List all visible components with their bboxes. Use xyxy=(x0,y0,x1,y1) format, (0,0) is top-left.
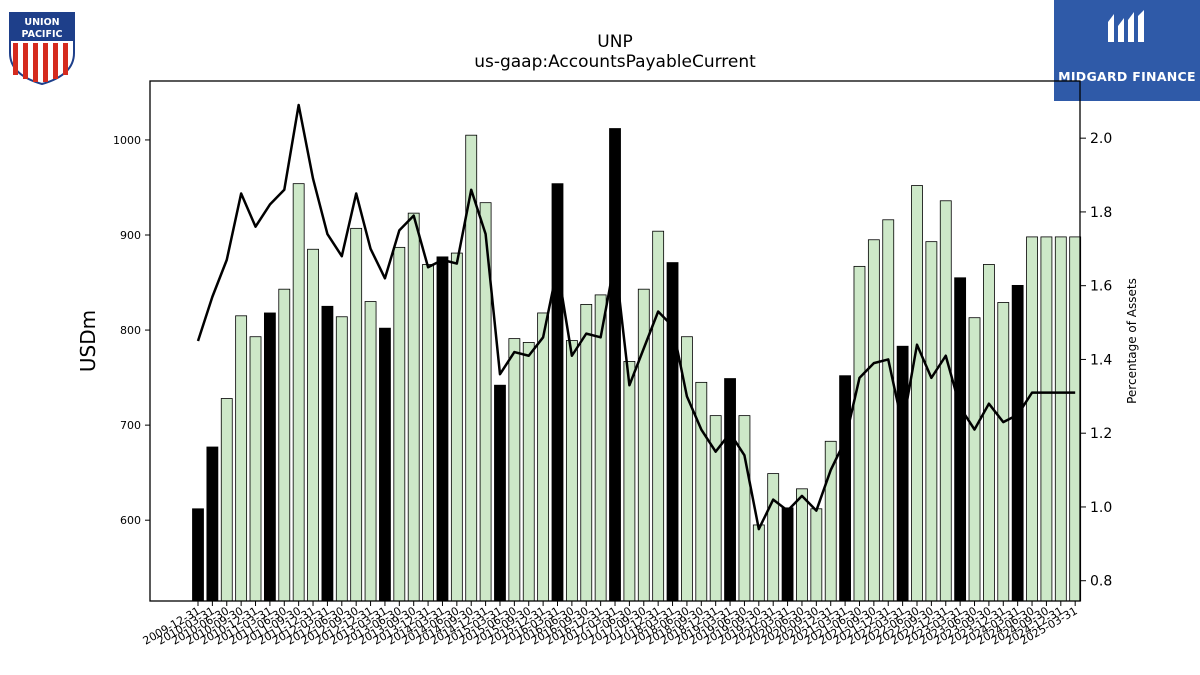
bar-2013-06-30 xyxy=(393,246,406,602)
bar-2022-12-31 xyxy=(939,200,952,602)
y-axis-label: USDm xyxy=(76,310,100,372)
bar-2014-06-30 xyxy=(450,252,463,602)
bar-2013-03-31 xyxy=(379,327,391,602)
bar-2014-03-31 xyxy=(436,256,449,602)
bar-2020-03-31 xyxy=(781,507,794,602)
bar-2022-06-30 xyxy=(911,185,923,602)
bar-2012-03-31 xyxy=(321,305,334,602)
y-tick-label-800: 800 xyxy=(120,324,141,337)
y2-tick-label-1.2: 1.2 xyxy=(1090,426,1112,442)
bar-2013-09-30 xyxy=(407,212,420,602)
union-pacific-logo: UNION PACIFIC xyxy=(8,9,76,86)
bar-2011-06-30 xyxy=(278,288,291,602)
bar-2023-09-30 xyxy=(983,264,995,602)
y-tick-label-700: 700 xyxy=(120,419,141,432)
bar-2012-06-30 xyxy=(335,316,348,602)
bar-2015-06-30 xyxy=(508,338,521,602)
y2-tick-label-2.0: 2.0 xyxy=(1090,131,1112,147)
bar-2012-09-30 xyxy=(350,227,363,602)
bar-2024-09-30 xyxy=(1040,236,1053,602)
chart-subtitle: us-gaap:AccountsPayableCurrent xyxy=(474,52,756,72)
bar-2010-03-31 xyxy=(206,446,219,602)
midgard-finance-logo: MIDGARD FINANCE xyxy=(1054,0,1200,101)
y2-axis-label: Percentage of Assets xyxy=(1125,278,1139,404)
bar-2023-03-31 xyxy=(954,277,967,602)
chart-title: UNP xyxy=(597,32,633,52)
bar-2013-12-31 xyxy=(422,264,434,602)
bar-2021-12-31 xyxy=(882,219,895,602)
bar-2016-06-30 xyxy=(565,340,578,602)
bar-2022-09-30 xyxy=(925,241,938,602)
bar-2017-12-31 xyxy=(652,230,665,602)
y2-tick-label-1.4: 1.4 xyxy=(1090,352,1112,368)
bar-2009-12-31 xyxy=(192,508,204,602)
bar-2021-03-31 xyxy=(839,375,851,602)
bar-2017-03-31 xyxy=(609,128,621,602)
bar-2021-06-30 xyxy=(853,265,866,602)
bar-2020-12-31 xyxy=(824,440,837,602)
bar-2021-09-30 xyxy=(867,239,880,602)
bar-2015-09-30 xyxy=(522,342,535,602)
bar-2011-09-30 xyxy=(292,183,305,602)
bar-2018-09-30 xyxy=(695,381,708,602)
svg-text:PACIFIC: PACIFIC xyxy=(22,29,63,40)
y-tick-label-900: 900 xyxy=(120,229,141,242)
bar-2016-03-31 xyxy=(551,183,564,602)
bar-2020-09-30 xyxy=(810,508,823,602)
bar-2022-03-31 xyxy=(896,345,909,602)
bar-2016-09-30 xyxy=(580,303,593,602)
bar-2024-12-31 xyxy=(1054,236,1067,602)
bar-2011-03-31 xyxy=(263,312,276,602)
bar-2019-06-30 xyxy=(738,415,751,602)
y2-tick-label-1.6: 1.6 xyxy=(1090,279,1112,295)
bar-2016-12-31 xyxy=(594,294,607,602)
bar-2018-03-31 xyxy=(666,262,679,602)
y-tick-label-1000: 1000 xyxy=(113,134,141,147)
bar-2023-12-31 xyxy=(997,302,1010,602)
bar-2020-06-30 xyxy=(796,488,808,602)
y2-tick-label-1.8: 1.8 xyxy=(1090,205,1112,221)
bar-2019-12-31 xyxy=(767,473,780,602)
bar-2015-03-31 xyxy=(494,384,506,602)
y-tick-label-600: 600 xyxy=(120,514,141,527)
bar-2015-12-31 xyxy=(537,312,550,602)
bar-2024-06-30 xyxy=(1026,236,1038,602)
y2-tick-label-0.8: 0.8 xyxy=(1090,574,1112,590)
bar-2010-09-30 xyxy=(235,315,248,602)
bar-2017-06-30 xyxy=(623,361,636,602)
bar-2012-12-31 xyxy=(364,301,377,602)
bar-2025-03-31 xyxy=(1069,236,1082,602)
y2-tick-label-1.0: 1.0 xyxy=(1090,500,1112,516)
svg-text:UNION: UNION xyxy=(24,17,59,28)
bar-2011-12-31 xyxy=(307,248,319,602)
midgard-mark-icon xyxy=(1108,10,1144,42)
bar-2024-03-31 xyxy=(1011,284,1024,602)
midgard-finance-wordmark: MIDGARD FINANCE xyxy=(1058,69,1196,84)
bar-2010-06-30 xyxy=(220,398,233,602)
bar-2019-03-31 xyxy=(724,378,736,602)
bar-2019-09-30 xyxy=(752,524,765,602)
bar-2023-06-30 xyxy=(968,317,981,602)
bar-2010-12-31 xyxy=(249,336,262,602)
line-series-percentage-of-assets xyxy=(196,103,1076,531)
